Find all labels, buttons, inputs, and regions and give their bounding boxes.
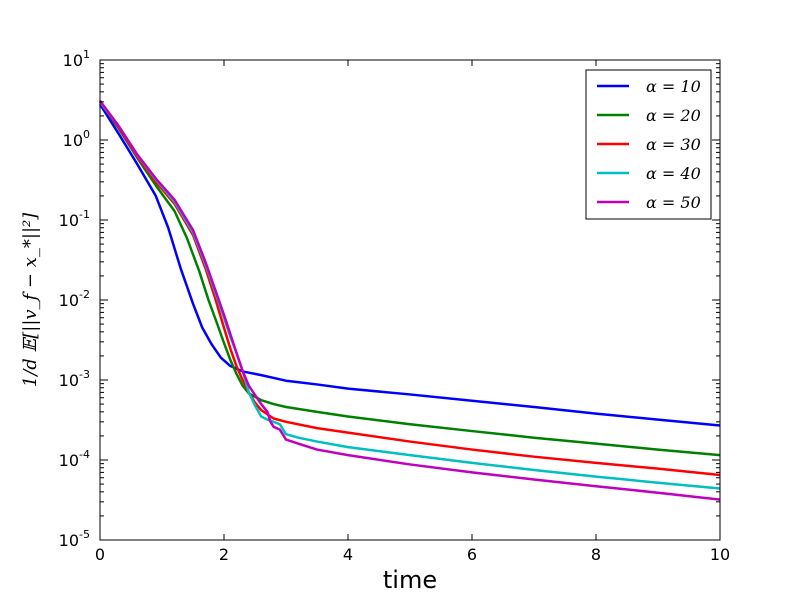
x-tick-label: 6	[467, 545, 477, 564]
y-tick-base: 10	[59, 371, 79, 390]
y-tick-exponent: -5	[79, 528, 90, 541]
y-tick-exponent: -2	[79, 288, 90, 301]
legend-label-4: α = 50	[646, 193, 701, 212]
y-tick-base: 10	[59, 291, 79, 310]
x-axis-label: time	[383, 566, 437, 594]
y-tick-base: 10	[63, 51, 83, 70]
y-tick-base: 10	[59, 211, 79, 230]
x-tick-label: 4	[343, 545, 353, 564]
y-tick-base: 10	[59, 451, 79, 470]
x-tick-label: 0	[95, 545, 105, 564]
y-tick-exponent: -4	[79, 448, 90, 461]
y-axis-label: 1/d 𝔼[||v_f − x_*||²]	[20, 212, 41, 387]
y-tick-label: 100	[63, 128, 90, 150]
legend-label-1: α = 20	[646, 106, 701, 125]
y-tick-label: 10-5	[59, 528, 90, 550]
legend: α = 10 α = 20 α = 30 α = 40 α = 50	[585, 69, 712, 220]
y-tick-exponent: -3	[79, 368, 90, 381]
legend-label-0: α = 10	[646, 77, 701, 96]
y-tick-label: 10-1	[59, 208, 90, 230]
y-tick-label: 10-3	[59, 368, 90, 390]
legend-label-2: α = 30	[646, 135, 701, 154]
series-line-4	[98, 99, 721, 501]
legend-label-3: α = 40	[646, 164, 701, 183]
y-tick-base: 10	[59, 531, 79, 550]
y-tick-base: 10	[63, 131, 83, 150]
series-line-1	[98, 101, 721, 457]
series-layer	[98, 99, 721, 501]
x-tick-label: 8	[591, 545, 601, 564]
y-tick-exponent: 0	[83, 128, 90, 141]
y-tick-label: 10-4	[59, 448, 90, 470]
y-tick-exponent: -1	[79, 208, 90, 221]
y-tick-label: 10-2	[59, 288, 90, 310]
y-tick-label: 101	[63, 48, 90, 70]
x-tick-label: 2	[219, 545, 229, 564]
x-tick-label: 10	[710, 545, 730, 564]
y-tick-exponent: 1	[83, 48, 90, 61]
